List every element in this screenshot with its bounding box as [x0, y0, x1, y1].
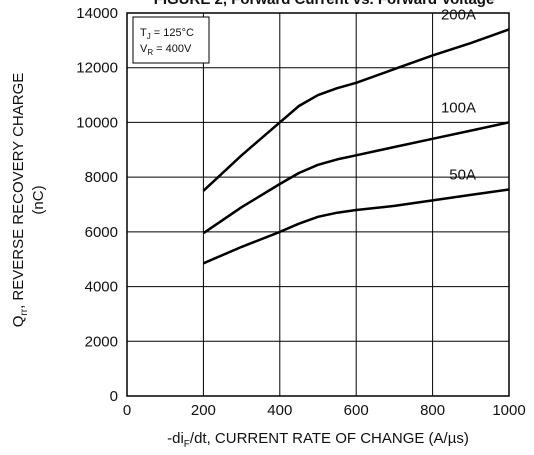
chart-title: FIGURE 2, Forward Current vs. Forward Vo… — [154, 0, 495, 8]
series-line-50A — [202, 188, 510, 265]
series-label-50A: 50A — [449, 166, 476, 183]
series-labels: 200A 100A 50A — [441, 6, 476, 183]
y-tick-label: 2000 — [85, 333, 118, 350]
series-lines — [202, 28, 510, 265]
grid — [127, 13, 509, 396]
x-tick-label: 1000 — [492, 402, 525, 419]
condition-vr: VR = 400V — [140, 43, 192, 57]
x-tick-label: 600 — [344, 402, 369, 419]
series-line-100A — [202, 121, 510, 235]
x-tick-label: 200 — [191, 402, 216, 419]
y-tick-label: 12000 — [76, 60, 118, 77]
y-tick-label: 0 — [110, 388, 118, 405]
series-label-100A: 100A — [441, 99, 476, 116]
x-tick-label: 0 — [123, 402, 131, 419]
conditions-border — [132, 16, 210, 64]
y-tick-label: 6000 — [85, 224, 118, 241]
y-axis-title: Qrr, REVERSE RECOVERY CHARGE (nC) — [10, 73, 47, 328]
series-label-200A: 200A — [441, 6, 476, 23]
y-tick-label: 4000 — [85, 279, 118, 296]
tick-labels: 0 200 400 600 800 100002000400060008000100001… — [76, 5, 525, 419]
y-axis-title-line2: (nC) — [30, 185, 47, 214]
y-tick-label: 8000 — [85, 169, 118, 186]
series-line-200A — [202, 28, 510, 192]
x-tick-label: 400 — [267, 402, 292, 419]
x-axis-title: -diF/dt, CURRENT RATE OF CHANGE (A/µs) — [167, 430, 469, 450]
y-axis-title-line1: Qrr, REVERSE RECOVERY CHARGE — [10, 73, 30, 328]
y-tick-label: 14000 — [76, 5, 118, 22]
y-tick-label: 10000 — [76, 114, 118, 131]
plot-frame — [126, 12, 510, 397]
x-tick-label: 800 — [420, 402, 445, 419]
condition-tj: TJ = 125°C — [140, 27, 194, 41]
conditions-box: TJ = 125°C VR = 400V — [132, 16, 210, 64]
